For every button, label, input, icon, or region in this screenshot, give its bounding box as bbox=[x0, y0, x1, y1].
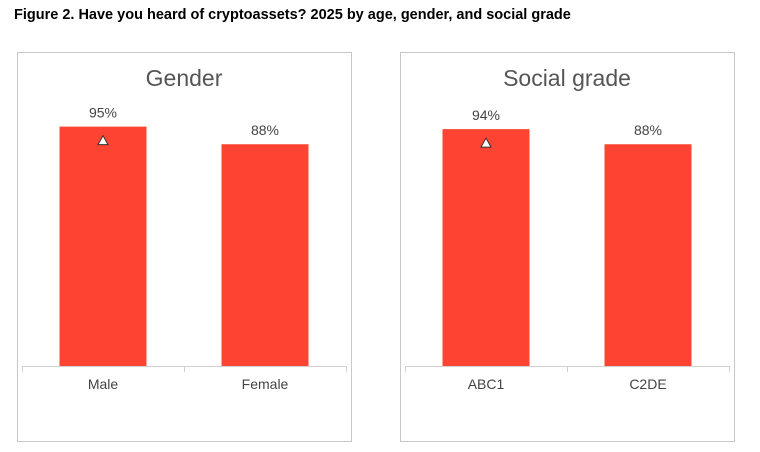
social-grade-category-label-c2de: C2DE bbox=[629, 376, 666, 392]
gender-value-label-female: 88% bbox=[251, 122, 279, 138]
social-grade-value-label-c2de: 88% bbox=[634, 122, 662, 138]
gender-value-label-male: 95% bbox=[89, 105, 117, 121]
gender-significance-triangle-icon bbox=[97, 134, 109, 146]
gender-chart-panel: Gender 95% Male 88% Female bbox=[17, 52, 352, 442]
social-grade-significance-triangle-icon bbox=[480, 137, 492, 148]
gender-category-label-female: Female bbox=[242, 376, 289, 392]
gender-bar-female bbox=[221, 144, 309, 366]
social-grade-bar-abc1 bbox=[442, 129, 530, 366]
social-grade-value-label-abc1: 94% bbox=[472, 107, 500, 123]
social-grade-category-label-abc1: ABC1 bbox=[468, 376, 505, 392]
gender-bar-male bbox=[59, 126, 147, 366]
social-grade-chart-title: Social grade bbox=[503, 65, 631, 91]
social-grade-bar-c2de bbox=[604, 144, 692, 366]
gender-category-label-male: Male bbox=[88, 376, 119, 392]
gender-chart: Gender 95% Male 88% Female bbox=[22, 65, 347, 392]
figure-title: Figure 2. Have you heard of cryptoassets… bbox=[14, 7, 571, 23]
gender-chart-title: Gender bbox=[146, 65, 223, 91]
social-grade-chart-panel: Social grade 94% ABC1 88% C2DE bbox=[400, 52, 735, 442]
